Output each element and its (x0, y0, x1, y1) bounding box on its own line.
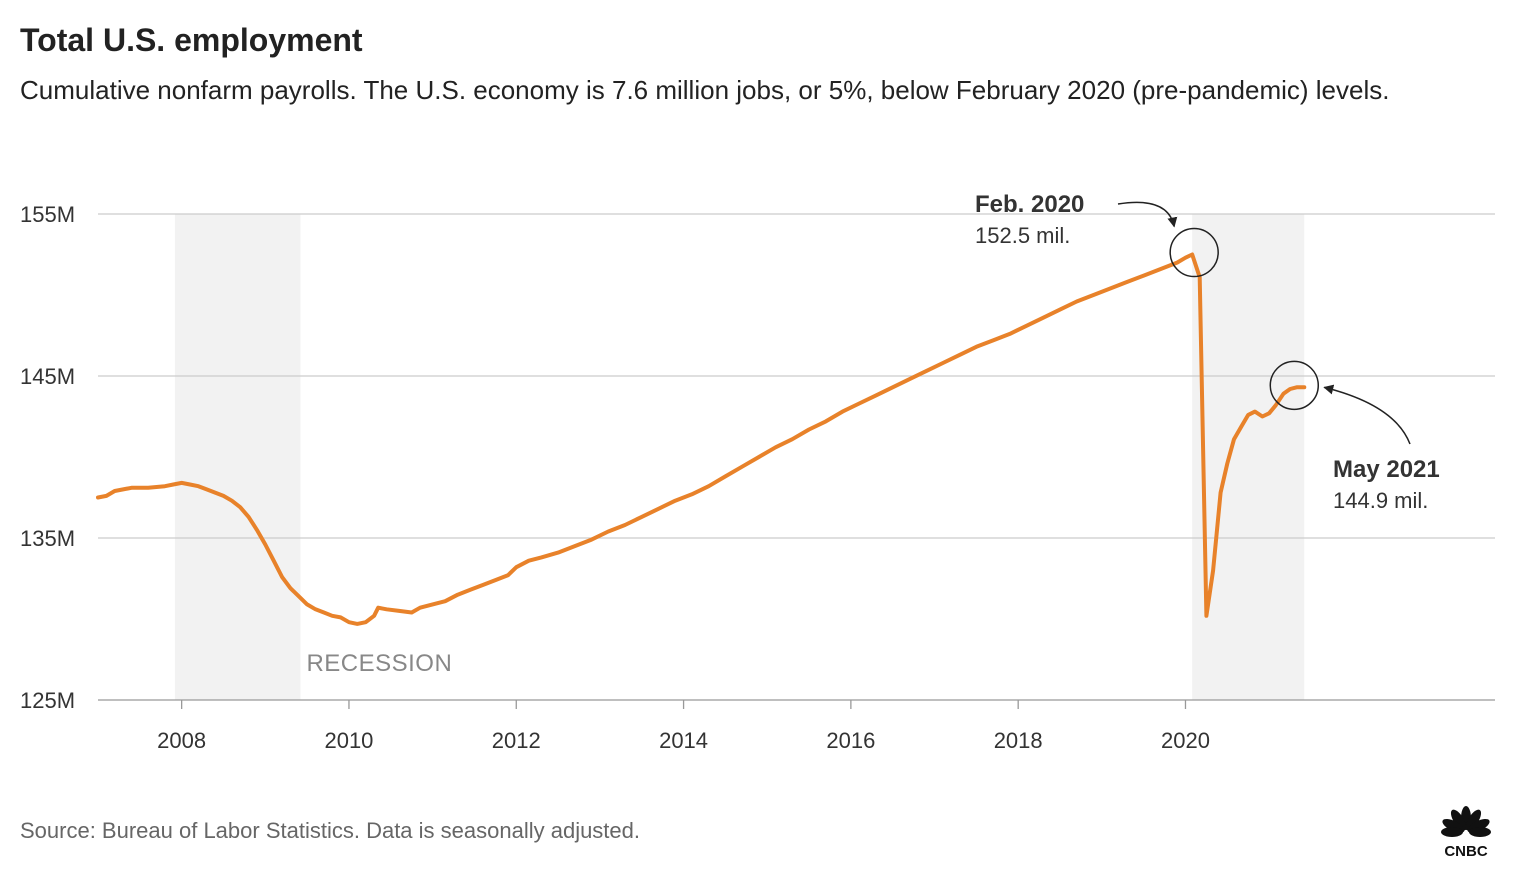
employment-series-line (96, 252, 1307, 626)
chart-subtitle: Cumulative nonfarm payrolls. The U.S. ec… (20, 75, 1390, 105)
logo-text: CNBC (1444, 843, 1487, 860)
recession-label: RECESSION (306, 650, 452, 677)
source-note: Source: Bureau of Labor Statistics. Data… (20, 818, 641, 843)
may-2021-arrow (1323, 384, 1411, 445)
feb-2020-arrow (1117, 201, 1178, 228)
x-tick-label: 2014 (659, 728, 708, 753)
y-tick-label: 135M (20, 526, 75, 551)
recession-band (174, 214, 301, 700)
x-tick-label: 2020 (1161, 728, 1210, 753)
x-tick-label: 2010 (324, 728, 373, 753)
x-tick-label: 2016 (826, 728, 875, 753)
may-2021-highlight-circle (1269, 360, 1320, 411)
recession-band (1192, 214, 1305, 700)
y-tick-label: 145M (20, 364, 75, 389)
feb-2020-value: 152.5 mil. (975, 223, 1070, 248)
peacock-icon: CNBC (1441, 806, 1491, 860)
feb-2020-highlight-circle (1169, 227, 1219, 278)
feb-2020-label: Feb. 2020 (975, 191, 1084, 218)
y-tick-label: 125M (20, 688, 75, 713)
may-2021-label: May 2021 (1333, 456, 1440, 483)
x-tick-label: 2012 (492, 728, 541, 753)
may-2021-value: 144.9 mil. (1333, 488, 1428, 513)
y-tick-label: 155M (20, 202, 75, 227)
x-tick-label: 2018 (994, 728, 1043, 753)
chart-title: Total U.S. employment (20, 22, 363, 58)
cnbc-logo: CNBC (1430, 800, 1502, 860)
x-tick-label: 2008 (157, 728, 206, 753)
